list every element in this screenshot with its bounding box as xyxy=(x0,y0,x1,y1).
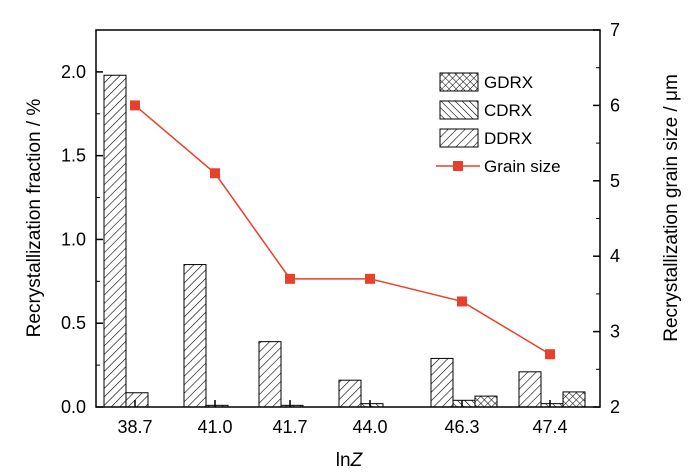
legend-swatch-grain-size-marker xyxy=(453,161,463,171)
bar-gdrx-47.4 xyxy=(562,391,586,408)
x-tick-label-41.0: 41.0 xyxy=(197,417,232,437)
y2-tick-label-2: 2 xyxy=(610,397,620,417)
y-tick-label-0.5: 0.5 xyxy=(61,313,86,333)
legend-label-gdrx: GDRX xyxy=(484,73,533,92)
legend-label-cdrx: CDRX xyxy=(484,101,532,120)
left-axis-ticks: 0.0 0.5 1.0 1.5 2.0 xyxy=(61,62,103,417)
grain-size-point-47.4 xyxy=(545,349,555,360)
y-tick-label-1.0: 1.0 xyxy=(61,229,86,249)
bar-ddrx-46.3 xyxy=(430,357,454,408)
bar-ddrx-38.7 xyxy=(103,74,127,408)
y2-tick-label-5: 5 xyxy=(610,171,620,191)
x-axis-title-italic: Z xyxy=(350,450,364,471)
bar-cdrx-46.3 xyxy=(452,399,476,408)
bar-ddrx-secondary-38.7 xyxy=(125,392,149,408)
right-axis-ticks: 2 3 4 5 6 7 xyxy=(593,20,620,417)
bars-layer xyxy=(103,74,586,408)
grain-size-point-46.3 xyxy=(457,296,467,307)
y-tick-label-0.0: 0.0 xyxy=(61,397,86,417)
x-axis-title: lnZ xyxy=(336,450,364,471)
legend-swatch-ddrx xyxy=(439,128,479,148)
x-axis-title-main: ln xyxy=(336,450,351,471)
x-tick-label-41.7: 41.7 xyxy=(272,417,307,437)
x-tick-label-47.4: 47.4 xyxy=(532,417,567,437)
x-axis-ticks: 38.7 41.0 41.7 44.0 46.3 47.4 xyxy=(117,400,568,437)
x-tick-label-44.0: 44.0 xyxy=(352,417,387,437)
y-axis-title: Recrystallization fraction / % xyxy=(24,99,45,338)
y2-axis-title: Recrystallization grain size / μm xyxy=(661,74,682,342)
grain-size-line xyxy=(134,104,551,355)
y2-tick-label-4: 4 xyxy=(610,246,620,266)
bar-ddrx-44.0 xyxy=(338,379,362,408)
legend-swatch-gdrx xyxy=(439,72,479,92)
grain-size-point-38.7 xyxy=(130,100,140,111)
grain-size-point-44.0 xyxy=(365,273,375,284)
legend-label-ddrx: DDRX xyxy=(484,129,532,148)
x-tick-label-38.7: 38.7 xyxy=(117,417,152,437)
legend-label-grain-size: Grain size xyxy=(484,157,561,176)
y2-tick-label-6: 6 xyxy=(610,95,620,115)
bar-ddrx-47.4 xyxy=(518,371,542,408)
legend: GDRX CDRX DDRX Grain size xyxy=(436,72,561,176)
y-tick-label-1.5: 1.5 xyxy=(61,146,86,166)
legend-swatch-cdrx xyxy=(439,100,479,120)
x-tick-label-46.3: 46.3 xyxy=(444,417,479,437)
grain-size-point-41.7 xyxy=(285,273,295,284)
y2-tick-label-7: 7 xyxy=(610,20,620,40)
bar-gdrx-46.3 xyxy=(474,395,498,408)
y-tick-label-2.0: 2.0 xyxy=(61,62,86,82)
grain-size-line-layer xyxy=(130,100,555,360)
y2-tick-label-3: 3 xyxy=(610,322,620,342)
grain-size-point-41.0 xyxy=(210,168,220,179)
bar-ddrx-41.0 xyxy=(183,264,207,408)
bar-ddrx-41.7 xyxy=(258,341,282,408)
